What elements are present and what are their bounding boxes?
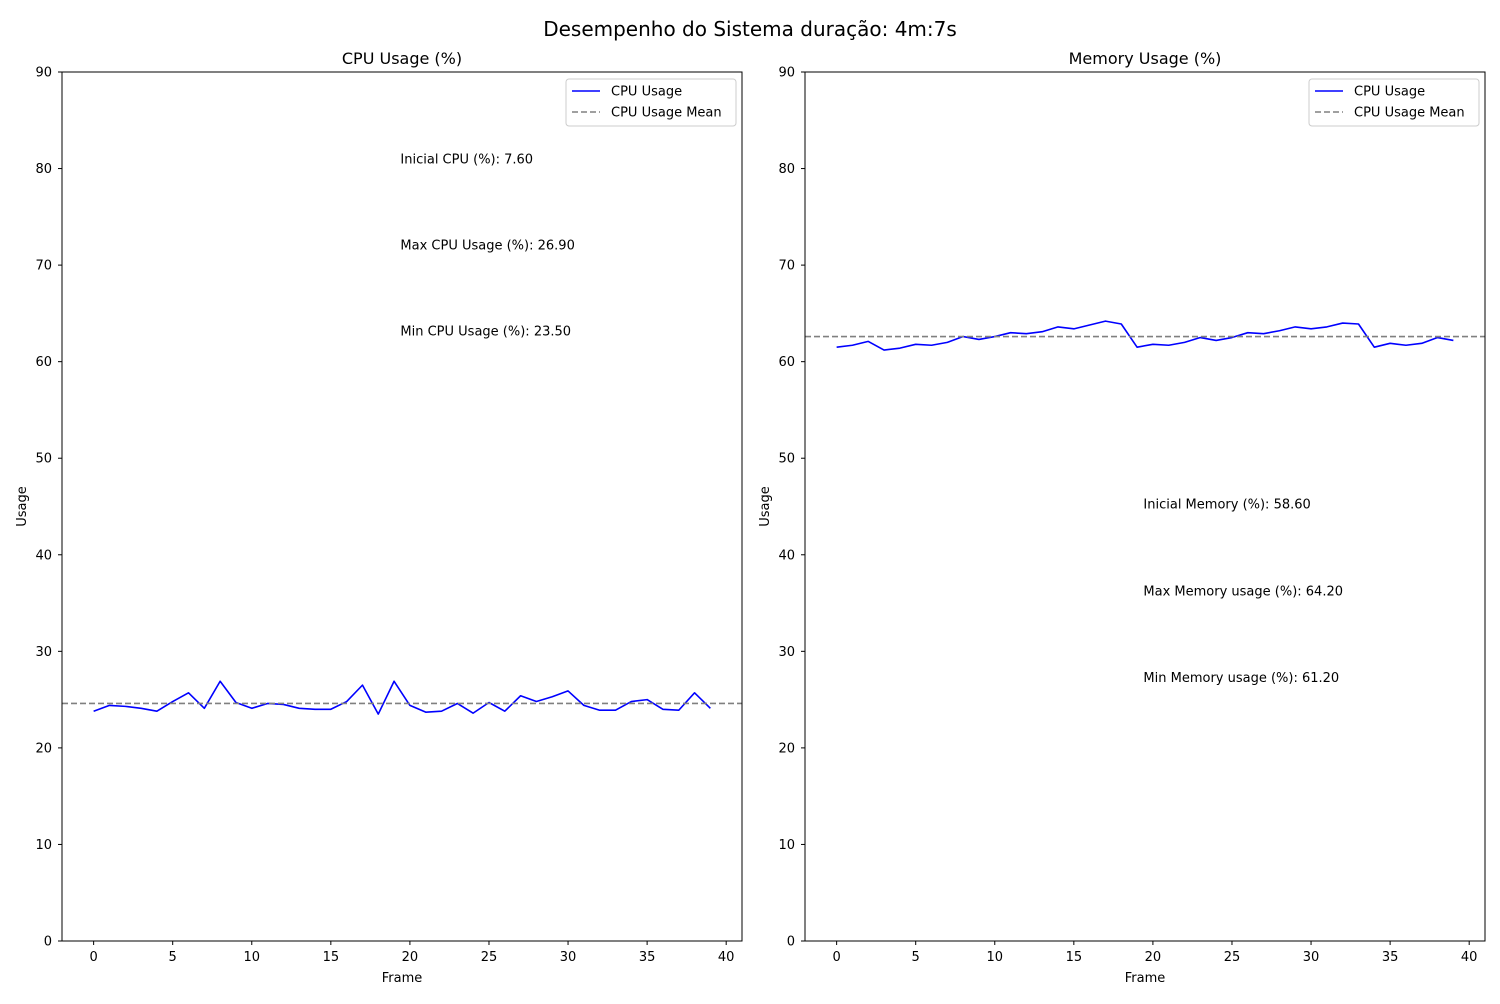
cpu-y-tick-label: 40 <box>35 548 52 563</box>
cpu-usage-chart: CPU Usage (%) 0 5 10 15 20 25 30 35 40 0 10 20 30 40 50… <box>15 49 743 986</box>
memory-legend-label: CPU Usage Mean <box>1354 106 1465 121</box>
cpu-x-tick-label: 25 <box>481 950 498 965</box>
cpu-usage-line <box>93 680 711 715</box>
cpu-y-tick-label: 0 <box>44 935 52 950</box>
cpu-x-tick-label: 30 <box>560 950 577 965</box>
memory-usage-chart: Memory Usage (%) 0 5 10 15 20 25 30 35 40 0 10 20 30 4… <box>758 49 1486 986</box>
memory-x-axis-label: Frame <box>1125 971 1166 986</box>
cpu-x-tick-label: 10 <box>243 950 260 965</box>
memory-plot-area <box>805 320 1485 351</box>
cpu-chart-title: CPU Usage (%) <box>342 49 462 68</box>
figure-suptitle: Desempenho do Sistema duração: 4m:7s <box>543 17 957 41</box>
memory-x-tick-label: 10 <box>986 950 1003 965</box>
cpu-plot-area <box>62 680 742 715</box>
cpu-y-tick-label: 80 <box>35 162 52 177</box>
cpu-x-tick-label: 0 <box>89 950 97 965</box>
memory-y-tick-label: 10 <box>778 838 795 853</box>
cpu-annotation: Max CPU Usage (%): 26.90 <box>400 239 574 254</box>
cpu-y-tick-label: 20 <box>35 741 52 756</box>
memory-legend-box <box>1308 78 1480 127</box>
memory-y-tick-label: 90 <box>778 66 795 81</box>
memory-y-tick-label: 20 <box>778 741 795 756</box>
memory-x-tick-label: 20 <box>1145 950 1162 965</box>
cpu-x-axis-label: Frame <box>382 971 423 986</box>
memory-y-tick-label: 0 <box>787 935 795 950</box>
memory-legend: CPU Usage CPU Usage Mean <box>1308 78 1480 127</box>
memory-annotation: Max Memory usage (%): 64.20 <box>1143 584 1343 599</box>
memory-y-tick-label: 70 <box>778 259 795 274</box>
memory-y-tick-label: 80 <box>778 162 795 177</box>
cpu-y-tick-label: 90 <box>35 66 52 81</box>
memory-annotation: Min Memory usage (%): 61.20 <box>1143 671 1339 686</box>
memory-usage-line <box>836 320 1454 351</box>
cpu-y-tick-label: 50 <box>35 452 52 467</box>
cpu-legend-box <box>565 78 737 127</box>
memory-y-axis-label: Usage <box>758 486 773 527</box>
cpu-x-tick-label: 40 <box>718 950 735 965</box>
cpu-legend-label: CPU Usage <box>611 85 682 100</box>
memory-x-tick-label: 0 <box>832 950 840 965</box>
memory-y-tick-label: 30 <box>778 645 795 660</box>
cpu-y-tick-label: 70 <box>35 259 52 274</box>
cpu-legend-label: CPU Usage Mean <box>611 106 722 121</box>
cpu-y-axis-label: Usage <box>15 486 30 527</box>
cpu-y-tick-label: 30 <box>35 645 52 660</box>
memory-y-tick-label: 60 <box>778 355 795 370</box>
memory-x-tick-label: 15 <box>1066 950 1083 965</box>
cpu-x-tick-label: 20 <box>402 950 419 965</box>
memory-y-tick-label: 50 <box>778 452 795 467</box>
memory-x-tick-label: 30 <box>1303 950 1320 965</box>
memory-chart-title: Memory Usage (%) <box>1069 49 1222 68</box>
memory-legend-label: CPU Usage <box>1354 85 1425 100</box>
cpu-annotation: Min CPU Usage (%): 23.50 <box>400 325 571 340</box>
cpu-x-tick-label: 15 <box>323 950 340 965</box>
cpu-x-tick-label: 5 <box>169 950 177 965</box>
cpu-x-tick-label: 35 <box>639 950 656 965</box>
memory-x-tick-label: 40 <box>1461 950 1478 965</box>
cpu-y-tick-label: 60 <box>35 355 52 370</box>
cpu-legend: CPU Usage CPU Usage Mean <box>565 78 737 127</box>
cpu-y-tick-label: 10 <box>35 838 52 853</box>
memory-x-tick-label: 5 <box>912 950 920 965</box>
cpu-axes-frame <box>61 71 743 942</box>
memory-x-tick-label: 35 <box>1382 950 1399 965</box>
memory-y-tick-label: 40 <box>778 548 795 563</box>
cpu-annotation: Inicial CPU (%): 7.60 <box>400 153 533 168</box>
memory-x-tick-label: 25 <box>1224 950 1241 965</box>
memory-axes-frame <box>804 71 1486 942</box>
memory-annotation: Inicial Memory (%): 58.60 <box>1143 497 1310 512</box>
